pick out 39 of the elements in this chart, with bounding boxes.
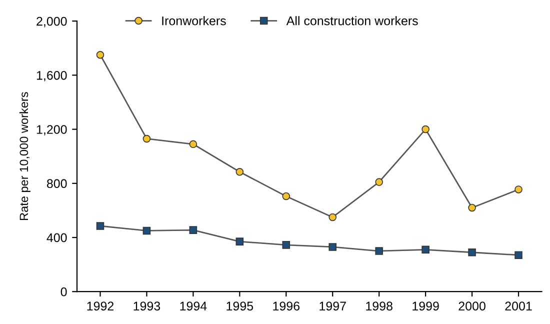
point <box>189 226 198 234</box>
point <box>236 238 244 246</box>
point <box>468 204 476 212</box>
point <box>282 192 290 200</box>
y-tick-label: 1,600 <box>36 70 67 82</box>
point <box>142 226 151 235</box>
x-tick-label: 1996 <box>273 302 300 311</box>
point <box>96 50 104 59</box>
y-tick-label: 2,000 <box>36 16 67 28</box>
point <box>468 248 476 256</box>
point <box>328 243 337 251</box>
point <box>514 251 522 259</box>
x-tick-label: 1997 <box>320 302 346 311</box>
x-tick-label: 1992 <box>87 302 114 311</box>
point <box>282 241 290 249</box>
point <box>375 178 383 186</box>
x-tick-label: 1993 <box>134 302 160 311</box>
point <box>375 247 383 255</box>
legend-label: All construction workers <box>286 16 418 26</box>
point <box>328 213 337 222</box>
point <box>422 246 430 254</box>
point <box>514 186 522 194</box>
y-axis-title: Rate per 10,000 workers <box>19 92 30 220</box>
y-tick-label: 0 <box>60 287 67 296</box>
legend-label: Ironworkers <box>162 16 226 26</box>
x-tick-label: 1994 <box>180 302 207 311</box>
point <box>96 222 104 230</box>
point <box>236 168 244 176</box>
point <box>142 134 151 143</box>
y-tick-label: 1,200 <box>36 125 67 136</box>
x-tick-label: 1999 <box>412 302 439 311</box>
x-tick-label: 2001 <box>505 302 532 311</box>
x-tick-label: 1998 <box>366 302 392 311</box>
point <box>422 125 430 134</box>
point <box>189 140 198 148</box>
x-tick-label: 1995 <box>226 302 254 311</box>
x-tick-label: 2000 <box>458 302 486 311</box>
y-tick-label: 400 <box>46 233 67 242</box>
y-tick-label: 800 <box>46 179 67 188</box>
